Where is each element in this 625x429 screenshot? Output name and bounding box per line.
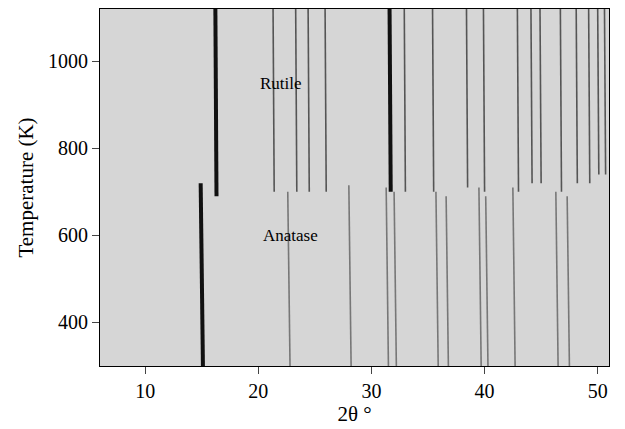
svg-text:50: 50 [588, 380, 608, 402]
svg-text:400: 400 [58, 311, 88, 333]
svg-text:20: 20 [248, 380, 268, 402]
svg-text:40: 40 [475, 380, 495, 402]
svg-text:800: 800 [58, 137, 88, 159]
svg-text:30: 30 [361, 380, 381, 402]
svg-text:Rutile: Rutile [260, 74, 302, 93]
svg-text:Temperature (K): Temperature (K) [14, 117, 38, 257]
svg-text:1000: 1000 [48, 50, 88, 72]
svg-text:10: 10 [135, 380, 155, 402]
svg-text:Anatase: Anatase [263, 226, 318, 245]
svg-text:600: 600 [58, 224, 88, 246]
svg-text:2θ °: 2θ ° [337, 402, 371, 426]
